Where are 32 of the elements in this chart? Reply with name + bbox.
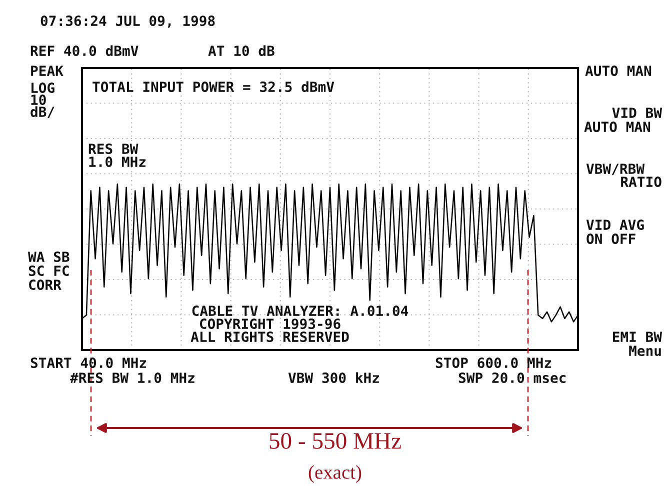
text: TOTAL INPUT POWER = 32.5 dBmV	[92, 81, 334, 92]
annotation: ALL RIGHTS RESERVED	[190, 332, 349, 342]
text: ON OFF	[586, 234, 636, 244]
text: EMI BW	[612, 332, 662, 342]
text: 50 - 550 MHz	[270, 432, 401, 449]
text: #RES BW 1.0 MHz	[70, 372, 194, 384]
text: Menu	[629, 346, 661, 356]
text: START 40.0 MHz	[30, 358, 146, 368]
text: RATIO	[621, 176, 662, 188]
text: CORR	[29, 280, 62, 290]
text: LOG	[32, 82, 54, 94]
text: VBW 300 kHz	[288, 372, 379, 384]
text: 1.0 MHz	[89, 156, 146, 168]
text: VID BW	[612, 108, 662, 118]
text: SC FC	[28, 266, 69, 276]
text: VID AVG	[586, 220, 644, 230]
text: STOP 600.0 MHz	[436, 358, 552, 368]
text: (exact)	[308, 465, 362, 483]
text: VBW/RBW	[586, 164, 645, 176]
annotation: COPYRIGHT 1993-96	[200, 318, 340, 330]
text: SWP 20.0 msec	[458, 372, 566, 384]
text: 10	[31, 94, 46, 106]
text: 07:36:24 JUL 09, 1998	[40, 16, 215, 28]
text: AUTO MAN	[585, 66, 652, 76]
text: PEAK	[31, 66, 64, 76]
text: REF 40.0 dBmV	[30, 45, 138, 56]
text: dB/	[30, 106, 54, 118]
annotation: CABLE TV ANALYZER: A.01.04	[192, 306, 408, 316]
text: WA SB	[28, 252, 70, 262]
text: AT 10 dB	[208, 45, 274, 56]
text: AUTO MAN	[584, 122, 650, 132]
text: RES BW	[88, 144, 138, 154]
